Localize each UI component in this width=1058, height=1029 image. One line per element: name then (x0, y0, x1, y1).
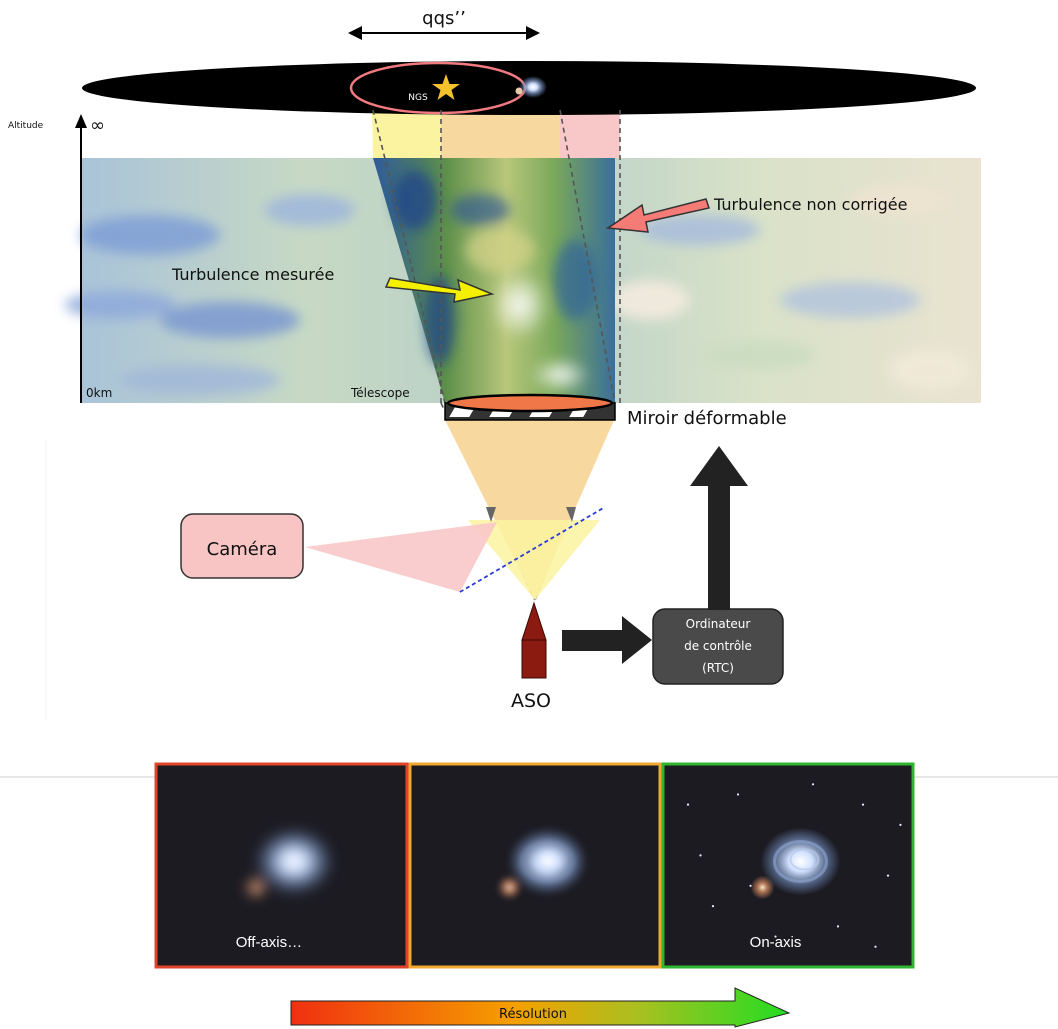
panel-caption: Off-axis… (236, 934, 302, 951)
zero-km-label: 0km (86, 386, 112, 400)
resolution-arrow (290, 987, 791, 1028)
beam-arrowhead-right (566, 507, 576, 522)
star-point (886, 874, 890, 877)
galaxy-icon (515, 76, 547, 98)
yellow-beam-top (372, 110, 441, 158)
star-point (711, 905, 715, 908)
image-panel: On-axis (661, 762, 915, 969)
angle-arrow (348, 26, 540, 40)
infinity-label: ∞ (90, 115, 105, 136)
uncorrected-arrow (605, 198, 710, 233)
measured-column (373, 158, 615, 403)
star-point (874, 945, 877, 948)
telescope-label: Télescope (350, 386, 410, 400)
measured-label: Turbulence mesurée (171, 265, 334, 284)
star-point (686, 803, 690, 806)
angle-label: qqs’’ (422, 8, 466, 29)
beam-arrowhead-left (486, 507, 496, 522)
star-point (861, 803, 865, 806)
pink-beam-top (560, 110, 620, 158)
star-point (836, 925, 840, 928)
star-point (811, 783, 815, 786)
star-point (736, 793, 740, 796)
star-point (749, 884, 752, 887)
uncorrected-label: Turbulence non corrigée (713, 195, 907, 214)
orange-beam-top (441, 110, 560, 158)
ngs-label: NGS (408, 93, 428, 103)
altitude-label: Altitude (8, 121, 44, 131)
panel-caption: On-axis (750, 934, 802, 951)
camera-box (180, 513, 304, 579)
aso-to-rtc-arrow (562, 616, 652, 664)
image-panels: Off-axis… On-axis (154, 762, 915, 969)
rtc-to-mirror-arrow (690, 446, 748, 610)
aso-sensor (521, 601, 547, 679)
galaxy-image (497, 827, 588, 900)
rtc-line2: de contrôle (684, 639, 752, 653)
star-icon (432, 74, 460, 100)
aso-label: ASO (511, 690, 551, 712)
altitude-axis (75, 114, 87, 403)
measured-arrow (384, 277, 495, 303)
camera-beam (305, 522, 497, 592)
deformable-mirror (444, 393, 616, 421)
rtc-line1: Ordinateur (686, 617, 751, 631)
camera-label: Caméra (207, 539, 278, 560)
image-panel (408, 762, 662, 969)
galaxy-image (750, 827, 841, 900)
star-point (774, 935, 777, 938)
rtc-line3: (RTC) (702, 661, 734, 675)
orange-beam-bottom (445, 420, 614, 600)
star-point (699, 854, 702, 857)
yellow-beam-bottom (468, 520, 600, 600)
resolution-label: Résolution (499, 1007, 567, 1022)
beam-splitter (459, 506, 606, 593)
star-point (899, 823, 902, 827)
galaxy-image (244, 827, 335, 900)
mirror-label: Miroir déformable (627, 408, 787, 429)
image-panel: Off-axis… (154, 762, 409, 969)
